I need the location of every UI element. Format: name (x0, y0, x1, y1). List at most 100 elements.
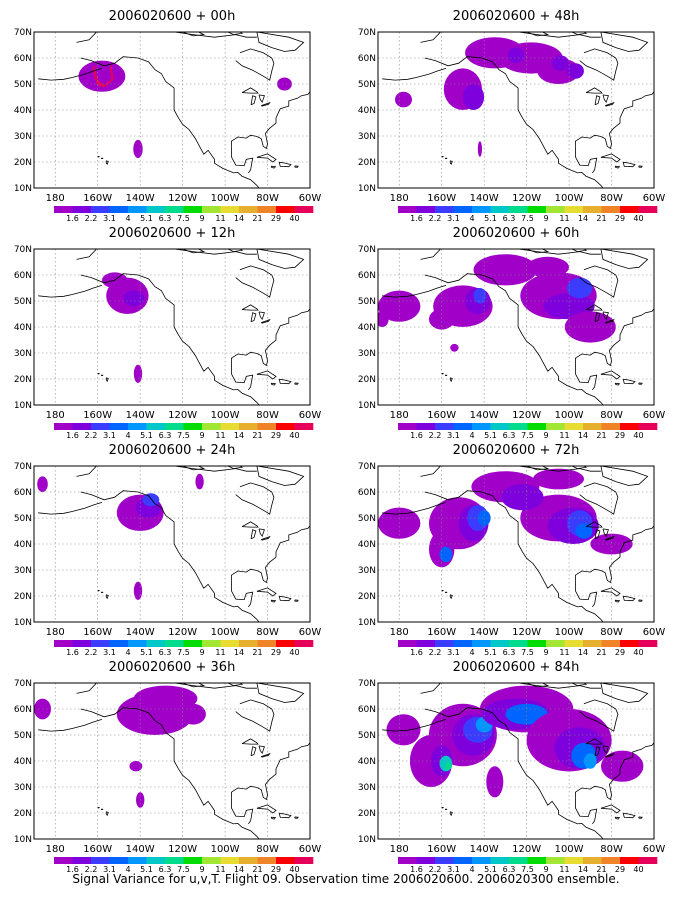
coastline (256, 587, 277, 597)
coastline (382, 68, 447, 81)
colorbar-swatch (202, 423, 221, 430)
lon-tick-label: 180 (390, 193, 409, 204)
lat-tick-label: 50N (358, 731, 376, 741)
coastline (444, 157, 448, 159)
lon-tick-label: 140W (126, 410, 155, 421)
coastline (600, 466, 649, 486)
colorbar-label: 3.1 (103, 865, 116, 874)
lon-tick-label: 80W (600, 410, 623, 421)
colorbar-swatch (72, 640, 92, 647)
variance-shade (386, 714, 421, 746)
variance-shade (526, 256, 569, 278)
colorbar-swatch (91, 857, 110, 864)
colorbar-label: 40 (289, 648, 299, 657)
coastline (638, 599, 643, 602)
coastline (570, 249, 588, 253)
panel-60h: 2006020600 + 60h 70N 60N 50N 40N 30N 20N 10N 18… (346, 225, 686, 443)
coastline (38, 68, 103, 81)
colorbar-swatch (546, 423, 565, 430)
colorbar-swatch (564, 640, 584, 647)
lat-tick-label: 60N (358, 488, 376, 498)
lat-tick-label: 60N (358, 271, 376, 281)
colorbar-swatch (435, 640, 454, 647)
colorbar-label: 1.6 (410, 431, 423, 440)
coastline (605, 318, 615, 324)
colorbar-swatch (128, 640, 147, 647)
colorbar-swatch (453, 423, 473, 430)
colorbar-label: 1.6 (66, 865, 79, 874)
lon-tick-label: 140W (470, 844, 499, 855)
coastline (80, 273, 279, 405)
colorbar-label: 3.1 (103, 648, 116, 657)
colorbar-swatch (472, 423, 491, 430)
colorbar-label: 3.1 (447, 865, 460, 874)
coastline (294, 382, 299, 385)
colorbar-swatch (72, 423, 92, 430)
colorbar-label: 6.3 (503, 865, 516, 874)
lat-tick-label: 50N (14, 80, 32, 90)
lon-tick-label: 120W (512, 627, 541, 638)
lat-tick-label: 40N (14, 323, 32, 333)
lat-tick-label: 60N (14, 488, 32, 498)
coastline (256, 249, 305, 269)
lon-tick-label: 60W (299, 627, 322, 638)
lon-tick-label: 120W (512, 193, 541, 204)
coastline (105, 811, 109, 817)
coastline (600, 249, 649, 269)
coastline (261, 752, 271, 758)
colorbar-swatch (239, 423, 258, 430)
lat-tick-label: 70N (14, 245, 32, 255)
coastline (250, 312, 257, 323)
panel-title: 2006020600 + 24h (108, 443, 236, 458)
lat-tick-label: 20N (14, 809, 32, 819)
colorbar-label: 29 (271, 865, 281, 874)
colorbar-swatch (257, 640, 277, 647)
colorbar-label: 6.3 (159, 648, 172, 657)
lon-tick-label: 80W (256, 844, 279, 855)
colorbar-label: 14 (578, 431, 588, 440)
variance-shade (277, 77, 292, 91)
colorbar-label: 21 (596, 648, 606, 657)
coastline (226, 249, 244, 253)
coastline (605, 101, 615, 107)
variance-map: 70N 60N 50N 40N 30N 20N 10N 180 160W 140W 120W 100W… (358, 28, 666, 223)
colorbar-label: 7.5 (521, 214, 534, 223)
lon-tick-label: 160W (83, 193, 112, 204)
coastline (600, 587, 621, 597)
lat-tick-label: 50N (358, 514, 376, 524)
coastline (250, 95, 257, 106)
coastline (181, 466, 206, 471)
colorbar-label: 1.6 (410, 648, 423, 657)
colorbar-label: 40 (633, 865, 643, 874)
colorbar-swatch (435, 423, 454, 430)
coastline (241, 738, 259, 745)
colorbar-label: 11 (215, 214, 225, 223)
coastline (424, 56, 623, 188)
lat-tick-label: 10N (358, 835, 376, 845)
coastline (570, 466, 588, 470)
colorbar-label: 40 (289, 431, 299, 440)
lat-tick-label: 60N (14, 705, 32, 715)
coastline (250, 529, 257, 540)
colorbar-swatch (91, 640, 110, 647)
colorbar-swatch (620, 206, 639, 213)
colorbar-swatch (564, 206, 584, 213)
coastline (97, 372, 100, 375)
coastline (622, 595, 636, 602)
coastline (100, 157, 104, 159)
coastline (441, 155, 444, 158)
map-frame (33, 465, 311, 623)
colorbar-label: 7.5 (177, 865, 190, 874)
lon-tick-label: 120W (168, 627, 197, 638)
colorbar-swatch (546, 206, 565, 213)
map-frame (33, 682, 311, 840)
colorbar-label: 2.2 (85, 865, 98, 874)
colorbar-label: 1.6 (66, 648, 79, 657)
colorbar-swatch (276, 857, 295, 864)
colorbar-swatch (620, 640, 639, 647)
lon-tick-label: 100W (555, 193, 584, 204)
coastline (424, 490, 623, 622)
coastline (585, 304, 603, 311)
colorbar-swatch (220, 206, 240, 213)
colorbar-swatch (416, 640, 436, 647)
